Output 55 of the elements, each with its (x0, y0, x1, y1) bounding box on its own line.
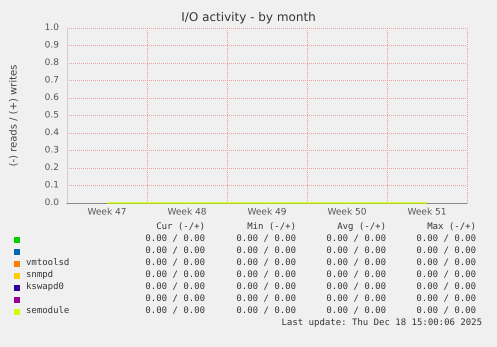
legend-label: semodule (26, 306, 70, 317)
text: Avg (-/+) (337, 222, 386, 233)
text: 0.00 / 0.00 (326, 258, 386, 269)
text: 0.00 / 0.00 (236, 246, 296, 257)
y-tick-label: 0.8 (44, 58, 60, 68)
text: 0.00 / 0.00 (416, 282, 476, 293)
text: Cur (-/+) (156, 222, 205, 233)
text: 0.00 / 0.00 (145, 258, 205, 269)
y-tick-label: 0.4 (44, 128, 60, 138)
text: 0.00 / 0.00 (326, 294, 386, 305)
text: 0.00 / 0.00 (326, 282, 386, 293)
text: Last update: Thu Dec 18 15:00:06 2025 (282, 318, 482, 329)
chart-title: I/O activity - by month (181, 10, 316, 24)
text: 0.00 / 0.00 (145, 282, 205, 293)
text: 0.00 / 0.00 (326, 234, 386, 245)
text: 0.00 / 0.00 (416, 306, 476, 317)
text: 0.00 / 0.00 (326, 270, 386, 281)
legend-label: kswapd0 (26, 282, 64, 293)
text: 0.00 / 0.00 (236, 234, 296, 245)
y-tick-label: 0.9 (44, 40, 60, 50)
x-tick-label: Week 50 (328, 208, 367, 218)
text: 0.00 / 0.00 (416, 270, 476, 281)
text: 0.00 / 0.00 (416, 258, 476, 269)
x-tick-label: Week 47 (88, 208, 126, 218)
text: 0.00 / 0.00 (236, 270, 296, 281)
y-tick-label: 0.3 (44, 146, 59, 156)
y-tick-label: 0.6 (44, 93, 60, 103)
y-tick-label: 0.1 (44, 180, 59, 190)
text: Max (-/+) (427, 222, 476, 233)
y-tick-label: 0.2 (44, 163, 59, 173)
y-tick-label: 1.0 (44, 23, 60, 33)
text: Min (-/+) (247, 222, 296, 233)
text: 0.00 / 0.00 (326, 246, 386, 257)
text: 0.00 / 0.00 (145, 234, 205, 245)
y-tick-label: 0.0 (44, 198, 60, 208)
text: 0.00 / 0.00 (236, 282, 296, 293)
x-tick-label: Week 51 (408, 208, 446, 218)
legend-label: vmtoolsd (26, 258, 70, 269)
text: 0.00 / 0.00 (236, 258, 296, 269)
text: 0.00 / 0.00 (145, 294, 205, 305)
text: 0.00 / 0.00 (326, 306, 386, 317)
y-tick-label: 0.5 (44, 110, 59, 120)
text: 0.00 / 0.00 (416, 234, 476, 245)
text: 0.00 / 0.00 (145, 270, 205, 281)
text: 0.00 / 0.00 (236, 306, 296, 317)
text: 0.00 / 0.00 (145, 306, 205, 317)
x-tick-label: Week 49 (248, 208, 287, 218)
text: 0.00 / 0.00 (416, 294, 476, 305)
y-axis-title: (-) reads / (+) writes (8, 64, 20, 166)
text: 0.00 / 0.00 (416, 246, 476, 257)
text: 0.00 / 0.00 (145, 246, 205, 257)
y-tick-label: 0.7 (44, 76, 59, 86)
x-tick-label: Week 48 (168, 208, 207, 218)
text: 0.00 / 0.00 (236, 294, 296, 305)
legend-label: snmpd (26, 270, 54, 281)
